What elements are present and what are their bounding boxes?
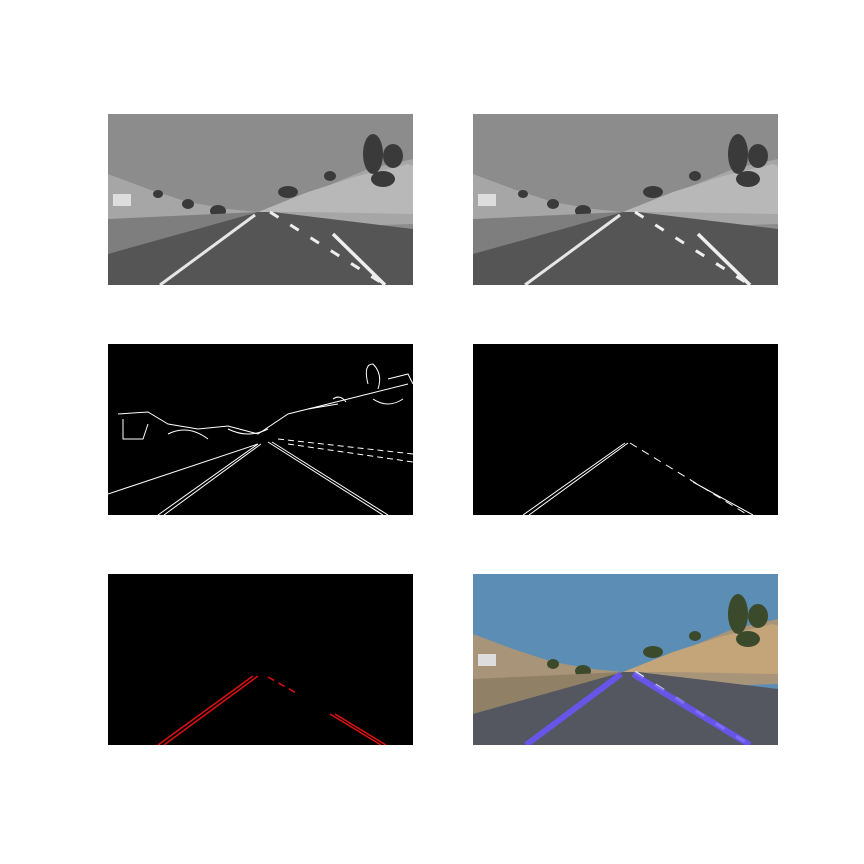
masked-edges <box>522 442 754 515</box>
background <box>473 344 778 515</box>
panel-hough <box>108 574 413 745</box>
panel-edges <box>108 344 413 515</box>
panel-blur <box>473 114 778 285</box>
blurred-image <box>473 114 778 285</box>
hough-lines <box>157 675 387 745</box>
panel-roi <box>473 344 778 515</box>
edges <box>108 363 413 515</box>
detected-lanes <box>524 671 752 745</box>
panel-gray <box>108 114 413 285</box>
background <box>108 574 413 745</box>
sign <box>478 654 496 666</box>
hills <box>473 619 778 694</box>
grayscale-image <box>108 114 413 285</box>
background <box>108 344 413 515</box>
panel-result <box>473 574 778 745</box>
